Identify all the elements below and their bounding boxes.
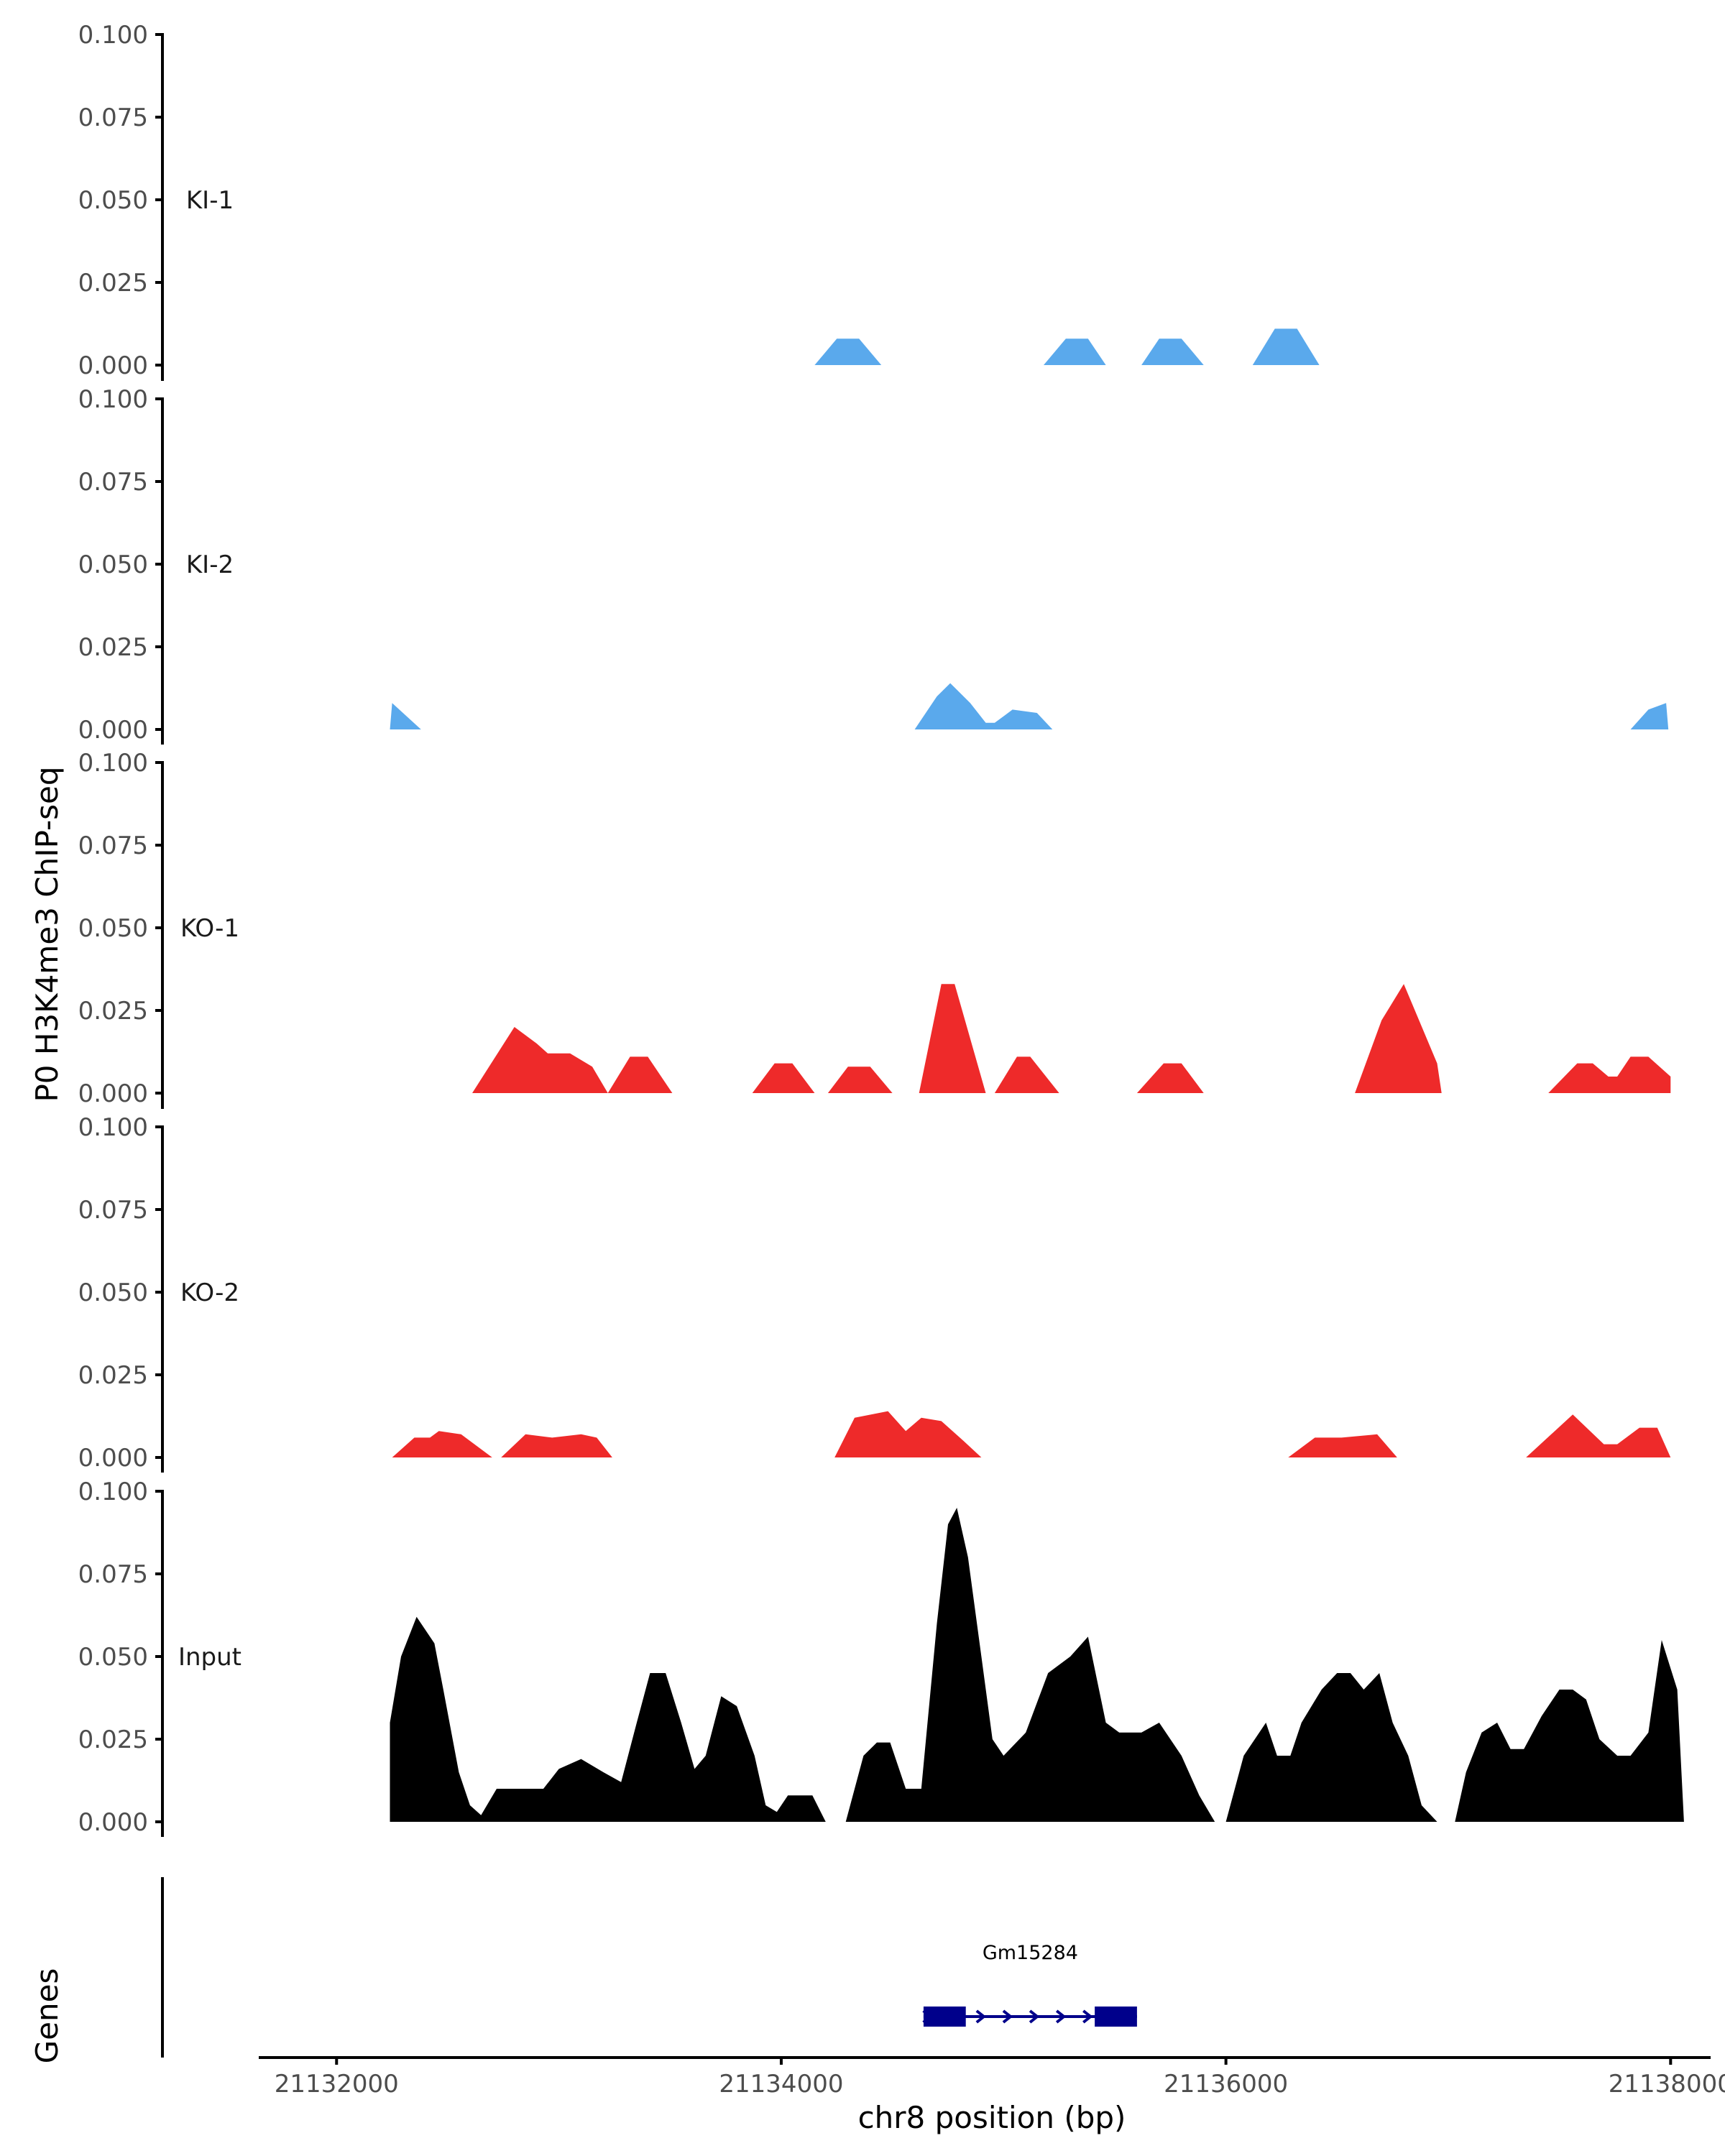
signal-area-ki-1-3 — [1141, 338, 1204, 365]
signal-area-input-1 — [390, 1616, 826, 1822]
signal-area-input-3 — [1225, 1673, 1438, 1822]
signal-area-ki-2-2 — [914, 683, 1053, 729]
y-tick-label: 0.100 — [78, 21, 148, 50]
track-label-ki-1: KI-1 — [186, 186, 234, 215]
signal-area-ko-1-6 — [1136, 1063, 1204, 1093]
y-tick-label: 0.000 — [78, 1079, 148, 1108]
y-tick-label: 0.100 — [78, 1478, 148, 1506]
signal-area-ko-1-8 — [1548, 1056, 1671, 1093]
signal-area-input-4 — [1455, 1640, 1684, 1822]
signal-area-ko-2-4 — [1288, 1434, 1397, 1457]
y-tick-label: 0.025 — [78, 269, 148, 298]
signal-area-ko-2-1 — [392, 1431, 492, 1457]
signal-area-ko-2-3 — [834, 1411, 982, 1457]
signal-area-ko-1-3 — [827, 1067, 893, 1093]
signal-area-ki-2-3 — [1630, 703, 1669, 729]
strand-arrow — [975, 2009, 987, 2024]
y-axis-title: P0 H3K4me3 ChIP-seq — [29, 766, 65, 1102]
y-tick-label: 0.100 — [78, 749, 148, 778]
track-label-input: Input — [178, 1643, 242, 1672]
y-tick-label: 0.075 — [78, 103, 148, 132]
y-tick-label: 0.100 — [78, 385, 148, 414]
signal-area-ko-2-2 — [501, 1434, 612, 1457]
y-tick-label: 0.075 — [78, 468, 148, 497]
y-tick-label: 0.050 — [78, 1643, 148, 1672]
signal-area-ki-1-2 — [1044, 338, 1106, 365]
gene-exon-1 — [923, 2007, 966, 2027]
track-ki-1: 0.000 0.025 0.050 0.075 0.100 KI-1 — [78, 21, 1320, 381]
track-ki-2: 0.000 0.025 0.050 0.075 0.100 KI-2 — [78, 385, 1669, 745]
signal-area-ko-1-5 — [994, 1056, 1059, 1093]
y-tick-label: 0.025 — [78, 1726, 148, 1754]
track-ko-2: 0.000 0.025 0.050 0.075 0.100 KO-2 — [78, 1113, 1671, 1473]
track-ko-1: 0.000 0.025 0.050 0.075 0.100 KO-1 — [78, 749, 1671, 1109]
y-tick-label: 0.025 — [78, 997, 148, 1026]
y-tick-label: 0.050 — [78, 550, 148, 579]
y-tick-label: 0.050 — [78, 186, 148, 215]
x-tick-label: 21136000 — [1164, 2070, 1288, 2099]
signal-area-ko-1-2 — [752, 1063, 815, 1093]
y-tick-label: 0.050 — [78, 1279, 148, 1307]
signal-area-ki-2-1 — [390, 703, 421, 729]
signal-area-ko-1-1 — [472, 1027, 673, 1093]
strand-arrow — [1055, 2009, 1067, 2024]
track-label-ko-1: KO-1 — [180, 914, 239, 943]
y-tick-label: 0.025 — [78, 1361, 148, 1390]
y-tick-label: 0.000 — [78, 1808, 148, 1837]
x-axis-title: chr8 position (bp) — [858, 2100, 1126, 2135]
signal-area-ko-2-5 — [1526, 1414, 1671, 1457]
y-tick-label: 0.075 — [78, 831, 148, 860]
y-tick-label: 0.100 — [78, 1113, 148, 1142]
y-tick-label: 0.000 — [78, 1444, 148, 1473]
y-tick-label: 0.050 — [78, 914, 148, 943]
gene-label: Gm15284 — [983, 1942, 1078, 1964]
track-input: 0.000 0.025 0.050 0.075 0.100 Input — [78, 1478, 1684, 1837]
track-label-ki-2: KI-2 — [186, 550, 234, 579]
gene-model — [922, 2007, 1137, 2027]
y-tick-label: 0.000 — [78, 351, 148, 380]
strand-arrow — [1002, 2009, 1013, 2024]
signal-area-ko-1-4 — [919, 984, 986, 1093]
signal-area-ki-1-4 — [1252, 328, 1320, 365]
track-label-ko-2: KO-2 — [180, 1279, 239, 1307]
strand-arrow — [1082, 2009, 1093, 2024]
y-tick-label: 0.075 — [78, 1560, 148, 1589]
y-tick-label: 0.000 — [78, 716, 148, 745]
genes-axis-title: Genes — [29, 1968, 65, 2064]
signal-area-input-2 — [845, 1508, 1215, 1822]
x-tick-label: 21134000 — [719, 2070, 843, 2099]
y-tick-label: 0.075 — [78, 1196, 148, 1225]
signal-area-ko-1-7 — [1355, 984, 1442, 1093]
x-tick-label: 21138000 — [1609, 2070, 1725, 2099]
gene-exon-2 — [1095, 2007, 1137, 2027]
x-tick-label: 21132000 — [275, 2070, 399, 2099]
signal-area-ki-1-1 — [814, 338, 882, 365]
strand-arrow — [1029, 2009, 1040, 2024]
y-tick-label: 0.025 — [78, 633, 148, 662]
